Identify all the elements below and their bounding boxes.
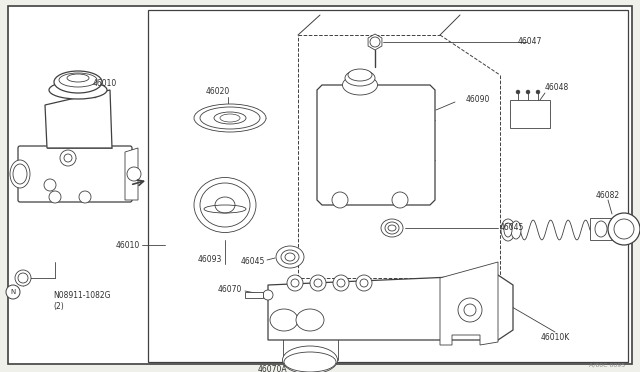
Circle shape bbox=[536, 90, 540, 94]
Ellipse shape bbox=[284, 352, 336, 372]
Ellipse shape bbox=[67, 74, 89, 82]
Bar bbox=[510, 100, 550, 128]
Circle shape bbox=[44, 179, 56, 191]
Ellipse shape bbox=[59, 73, 97, 87]
Ellipse shape bbox=[285, 253, 295, 261]
Ellipse shape bbox=[215, 197, 235, 213]
Text: 46082: 46082 bbox=[596, 190, 620, 199]
Polygon shape bbox=[45, 90, 112, 148]
Circle shape bbox=[614, 219, 634, 239]
Ellipse shape bbox=[10, 160, 30, 188]
Circle shape bbox=[287, 275, 303, 291]
Circle shape bbox=[263, 290, 273, 300]
Polygon shape bbox=[317, 85, 435, 205]
Circle shape bbox=[314, 279, 322, 287]
Ellipse shape bbox=[501, 219, 515, 241]
Ellipse shape bbox=[200, 107, 260, 129]
Circle shape bbox=[392, 192, 408, 208]
Ellipse shape bbox=[276, 246, 304, 268]
Ellipse shape bbox=[13, 164, 27, 184]
Text: (2): (2) bbox=[53, 302, 64, 311]
Ellipse shape bbox=[220, 114, 240, 122]
FancyBboxPatch shape bbox=[18, 146, 132, 202]
Ellipse shape bbox=[504, 223, 512, 237]
Ellipse shape bbox=[381, 219, 403, 237]
Circle shape bbox=[458, 298, 482, 322]
Ellipse shape bbox=[348, 69, 372, 81]
Circle shape bbox=[370, 37, 380, 47]
Text: 46020: 46020 bbox=[206, 87, 230, 96]
Text: 46070A: 46070A bbox=[257, 366, 287, 372]
Ellipse shape bbox=[385, 222, 399, 234]
Ellipse shape bbox=[214, 112, 246, 124]
Circle shape bbox=[49, 191, 61, 203]
Polygon shape bbox=[268, 275, 513, 340]
Bar bbox=[245, 292, 263, 298]
Ellipse shape bbox=[345, 70, 375, 86]
Text: 46010K: 46010K bbox=[540, 334, 570, 343]
Circle shape bbox=[310, 275, 326, 291]
Circle shape bbox=[356, 275, 372, 291]
Circle shape bbox=[18, 273, 28, 283]
Circle shape bbox=[64, 154, 72, 162]
Text: 46045: 46045 bbox=[241, 257, 265, 266]
Circle shape bbox=[464, 304, 476, 316]
Text: 46010: 46010 bbox=[93, 78, 117, 87]
Text: A/60C 0095: A/60C 0095 bbox=[589, 362, 625, 368]
Ellipse shape bbox=[342, 75, 378, 95]
Text: 46093: 46093 bbox=[198, 254, 222, 263]
Ellipse shape bbox=[194, 104, 266, 132]
Ellipse shape bbox=[281, 250, 299, 264]
Circle shape bbox=[516, 90, 520, 94]
Text: 46047: 46047 bbox=[518, 38, 542, 46]
Circle shape bbox=[333, 275, 349, 291]
Text: 46090: 46090 bbox=[466, 96, 490, 105]
Ellipse shape bbox=[49, 81, 107, 99]
Bar bbox=[148, 10, 628, 362]
Text: N08911-1082G: N08911-1082G bbox=[53, 292, 111, 301]
Ellipse shape bbox=[194, 177, 256, 232]
Text: N: N bbox=[10, 289, 15, 295]
Ellipse shape bbox=[200, 183, 250, 227]
Circle shape bbox=[15, 270, 31, 286]
Text: 46070: 46070 bbox=[218, 285, 242, 295]
Circle shape bbox=[337, 279, 345, 287]
Circle shape bbox=[360, 279, 368, 287]
Circle shape bbox=[332, 192, 348, 208]
Circle shape bbox=[526, 90, 530, 94]
Ellipse shape bbox=[296, 309, 324, 331]
Polygon shape bbox=[125, 148, 138, 200]
Bar bbox=[590, 218, 612, 240]
Ellipse shape bbox=[282, 346, 337, 372]
Circle shape bbox=[79, 191, 91, 203]
Polygon shape bbox=[440, 262, 498, 345]
Text: 46045: 46045 bbox=[500, 224, 524, 232]
Circle shape bbox=[127, 167, 141, 181]
Ellipse shape bbox=[595, 221, 607, 237]
Circle shape bbox=[6, 285, 20, 299]
Circle shape bbox=[291, 279, 299, 287]
Ellipse shape bbox=[511, 221, 521, 239]
Ellipse shape bbox=[388, 225, 396, 231]
Text: 46048: 46048 bbox=[545, 83, 569, 93]
Ellipse shape bbox=[54, 71, 102, 93]
Text: 46010: 46010 bbox=[116, 241, 140, 250]
Circle shape bbox=[608, 213, 640, 245]
Ellipse shape bbox=[270, 309, 298, 331]
Circle shape bbox=[60, 150, 76, 166]
